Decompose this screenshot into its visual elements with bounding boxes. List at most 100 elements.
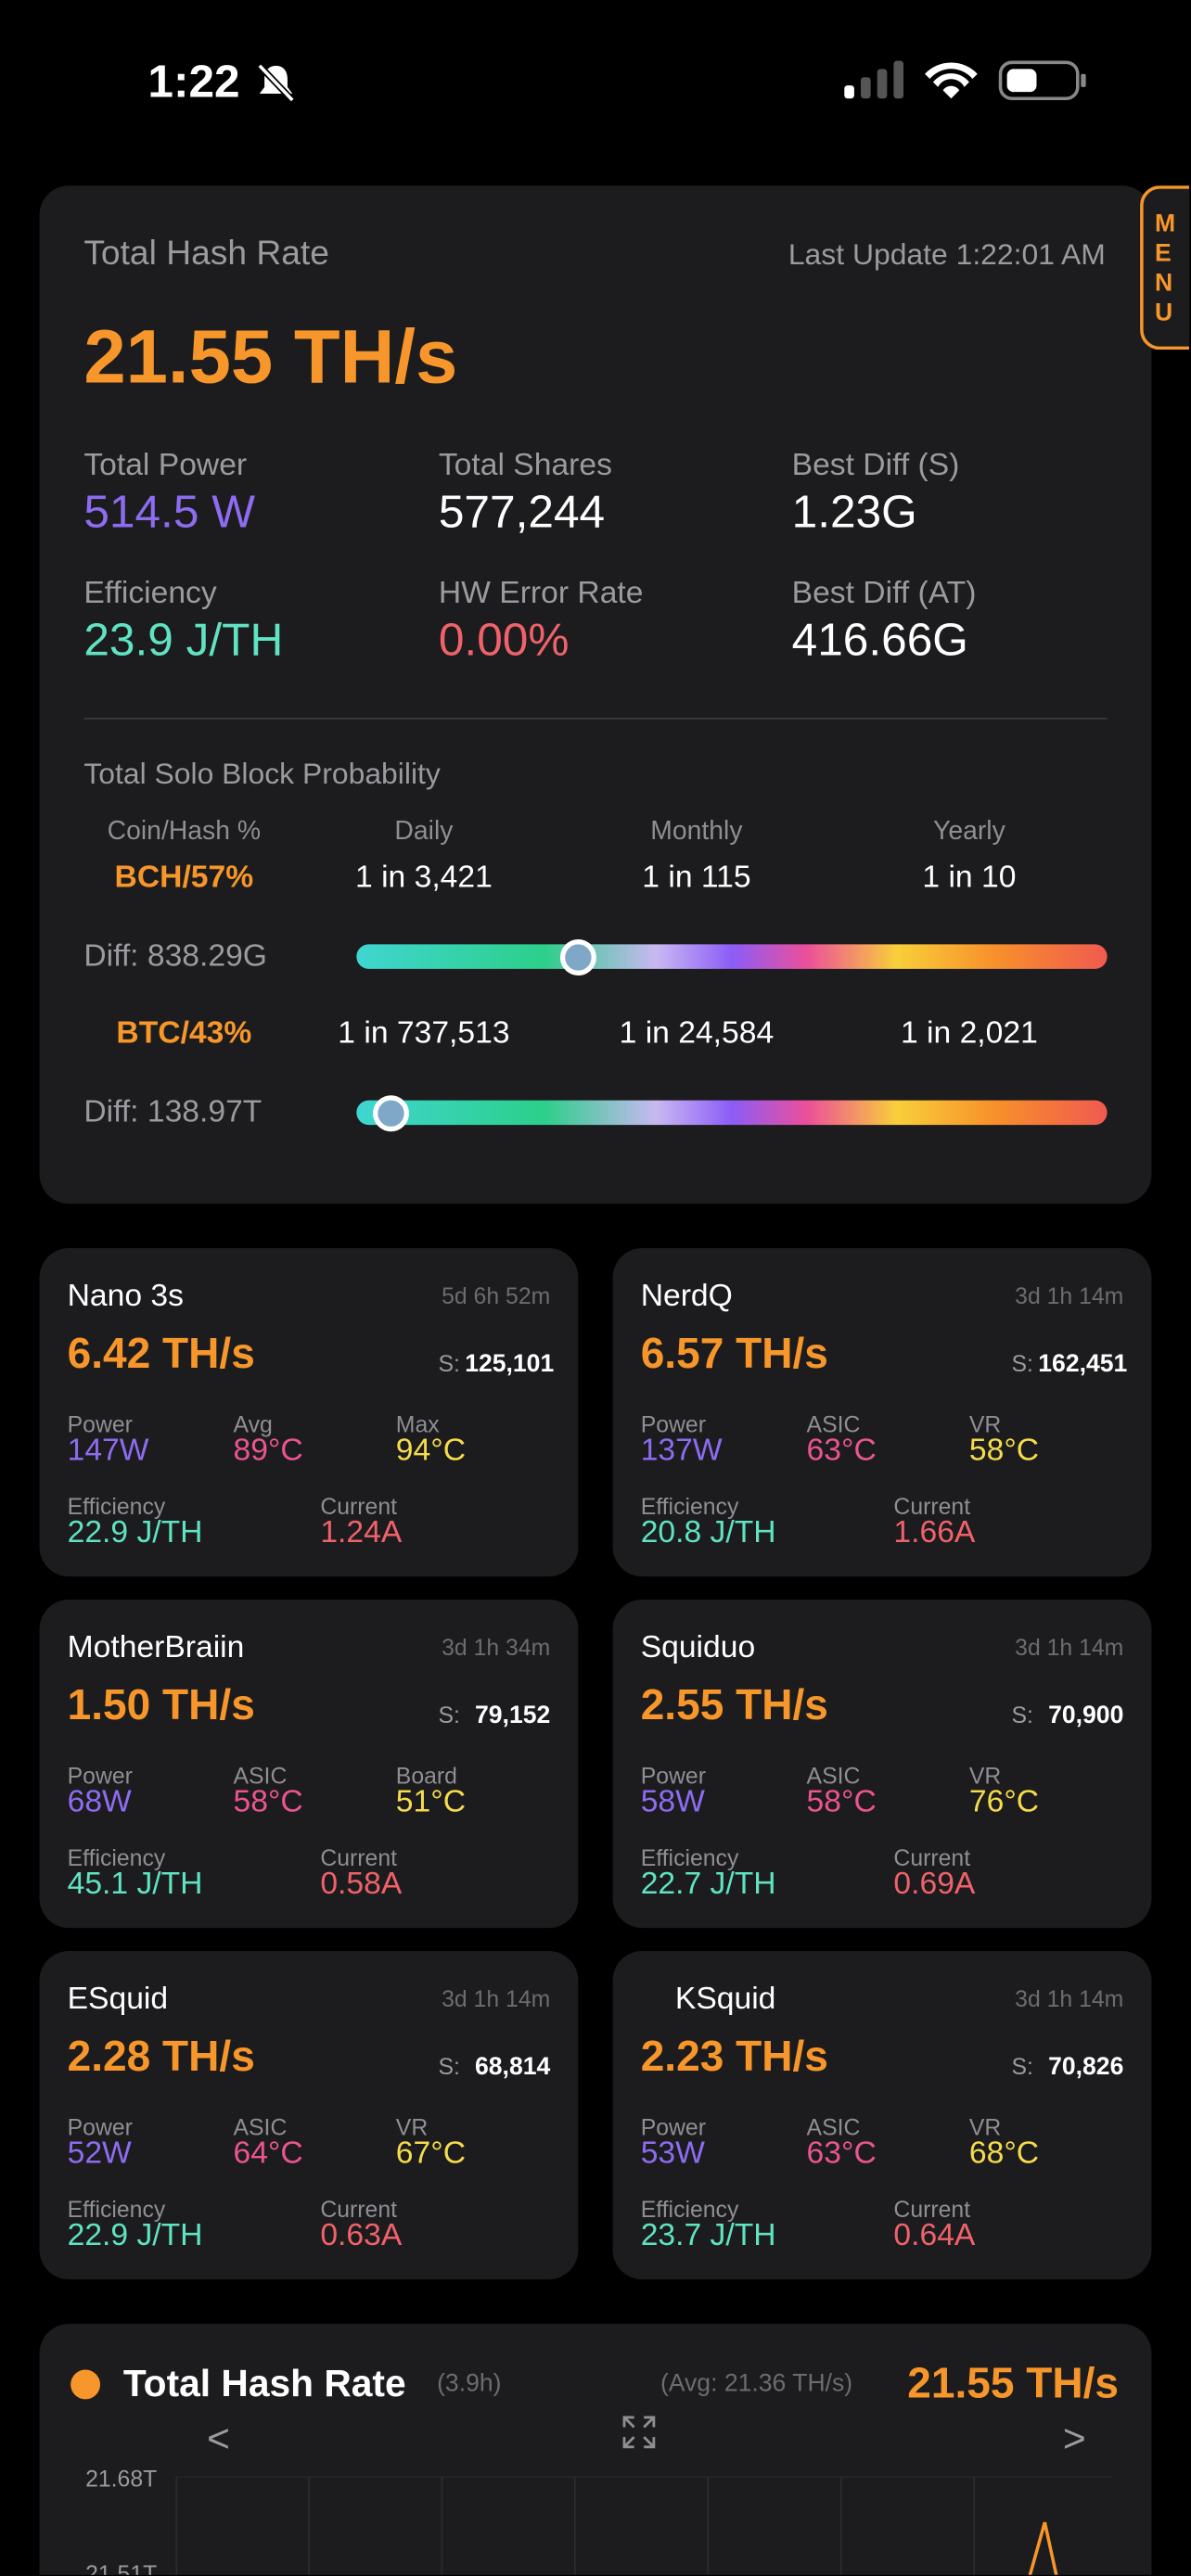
shares-label: S: [438, 1349, 460, 1377]
metric-value: 1.66A [893, 1515, 976, 1550]
metric-value: 58°C [968, 1434, 1040, 1469]
device-card[interactable]: ESquid 3d 1h 14m 2.28 TH/s S: 68,814 Power 52W… [39, 1950, 579, 2280]
menu-tab[interactable] [1140, 185, 1190, 351]
stat-value: 0.00% [438, 614, 570, 666]
metric-label: VR [968, 2113, 1002, 2140]
metric-value: 68W [67, 1785, 132, 1820]
device-uptime: 3d 1h 14m [1015, 1282, 1124, 1309]
silent-icon [257, 63, 295, 103]
metric-value: 147W [67, 1434, 149, 1469]
stat-label: HW Error Rate [438, 576, 644, 611]
chart-y-label: 21.51T [85, 2559, 158, 2575]
metric-label: Power [67, 2113, 133, 2140]
metric-value: 22.7 J/TH [640, 1867, 776, 1902]
stat-label: Efficiency [83, 576, 217, 611]
metric-label: ASIC [806, 2113, 861, 2140]
difficulty-bar [356, 944, 1108, 969]
metric-label: Power [640, 2113, 706, 2140]
chart-card [39, 2323, 1152, 2575]
metric-label: Power [640, 1410, 706, 1437]
metric-label: Power [67, 1762, 133, 1789]
metric-label: Efficiency [640, 1843, 739, 1871]
stat-value: 416.66G [791, 614, 968, 666]
device-card[interactable]: NerdQ 3d 1h 14m 6.57 TH/s S: 162,451 Power 137… [612, 1247, 1152, 1577]
device-shares: 70,900 [1048, 1701, 1124, 1729]
device-shares: 70,826 [1048, 2052, 1124, 2081]
status-icons [844, 60, 1086, 101]
device-name: Nano 3s [67, 1279, 184, 1314]
metric-label: Current [320, 1843, 398, 1871]
coin-share: BCH/57% [114, 861, 254, 896]
metric-value: 137W [640, 1434, 723, 1469]
metric-label: VR [395, 2113, 429, 2140]
device-card[interactable]: KSquid 3d 1h 14m 2.23 TH/s S: 70,826 Power 53W… [612, 1950, 1152, 2280]
metric-label: Efficiency [640, 1492, 739, 1520]
coin-share: BTC/43% [116, 1016, 252, 1052]
chart-title: Total Hash Rate [122, 2361, 406, 2404]
metric-label: Avg [233, 1410, 273, 1437]
summary-title: Total Hash Rate [83, 235, 329, 273]
device-uptime: 3d 1h 14m [1015, 1634, 1124, 1661]
difficulty-bar [356, 1100, 1108, 1126]
metric-value: 51°C [395, 1785, 466, 1820]
metric-value: 89°C [233, 1434, 303, 1469]
chart-dot [70, 2369, 101, 2400]
device-name: Squiduo [640, 1630, 756, 1665]
divider [83, 717, 1108, 720]
metric-value: 76°C [968, 1785, 1040, 1820]
metric-label: Efficiency [67, 1492, 166, 1520]
metric-value: 53W [640, 2136, 705, 2172]
metric-value: 64°C [233, 2136, 303, 2172]
chart-prev[interactable]: < [207, 2417, 230, 2462]
device-shares: 125,101 [465, 1349, 555, 1378]
stat-label: Total Shares [438, 448, 612, 483]
difficulty-knob [373, 1095, 409, 1132]
probability-monthly: 1 in 24,584 [619, 1016, 775, 1052]
device-shares: 79,152 [475, 1701, 551, 1729]
metric-label: Current [320, 1492, 398, 1520]
device-hash-rate: 6.57 TH/s [640, 1328, 828, 1378]
probability-yearly: 1 in 10 [922, 861, 1017, 896]
device-hash-rate: 2.55 TH/s [640, 1679, 828, 1729]
probability-header: Monthly [650, 817, 743, 847]
metric-label: VR [968, 1410, 1002, 1437]
metric-label: Current [893, 1843, 971, 1871]
metric-value: 58°C [806, 1785, 877, 1820]
metric-label: Efficiency [67, 1843, 166, 1871]
shares-label: S: [1011, 2052, 1033, 2080]
metric-value: 67°C [395, 2136, 466, 2172]
metric-value: 0.58A [320, 1867, 403, 1902]
device-uptime: 3d 1h 34m [442, 1634, 551, 1661]
metric-label: Current [893, 1492, 971, 1520]
device-card[interactable]: Nano 3s 5d 6h 52m 6.42 TH/s S: 125,101 Power 1… [39, 1247, 579, 1577]
metric-label: ASIC [806, 1762, 861, 1789]
chart-y-label: 21.68T [85, 2465, 158, 2492]
expand-icon[interactable] [621, 2414, 657, 2450]
stat-value: 1.23G [791, 486, 917, 538]
metric-label: Efficiency [640, 2195, 739, 2223]
device-card[interactable]: Squiduo 3d 1h 14m 2.55 TH/s S: 70,900 Power 58… [612, 1599, 1152, 1929]
chart-current: 21.55 TH/s [907, 2358, 1120, 2408]
metric-label: Power [67, 1410, 133, 1437]
shares-label: S: [1011, 1349, 1033, 1377]
metric-value: 0.63A [320, 2218, 403, 2253]
menu-label[interactable]: MENU [1155, 210, 1176, 327]
total-hash-rate: 21.55 TH/s [83, 313, 458, 400]
stat-value: 23.9 J/TH [83, 614, 284, 666]
metric-value: 20.8 J/TH [640, 1515, 776, 1550]
device-name: MotherBraiin [67, 1630, 245, 1665]
device-hash-rate: 2.23 TH/s [640, 2031, 828, 2081]
metric-label: Current [320, 2195, 398, 2223]
probability-header: Yearly [933, 817, 1005, 847]
chart-plot [175, 2476, 1112, 2575]
device-card[interactable]: MotherBraiin 3d 1h 34m 1.50 TH/s S: 79,152 Po… [39, 1599, 579, 1929]
metric-value: 22.9 J/TH [67, 2218, 203, 2253]
metric-value: 45.1 J/TH [67, 1867, 203, 1902]
probability-title: Total Solo Block Probability [83, 757, 441, 790]
difficulty-knob [559, 939, 596, 976]
chart-next[interactable]: > [1062, 2417, 1086, 2462]
metric-value: 68°C [968, 2136, 1040, 2172]
metric-label: ASIC [233, 2113, 288, 2140]
